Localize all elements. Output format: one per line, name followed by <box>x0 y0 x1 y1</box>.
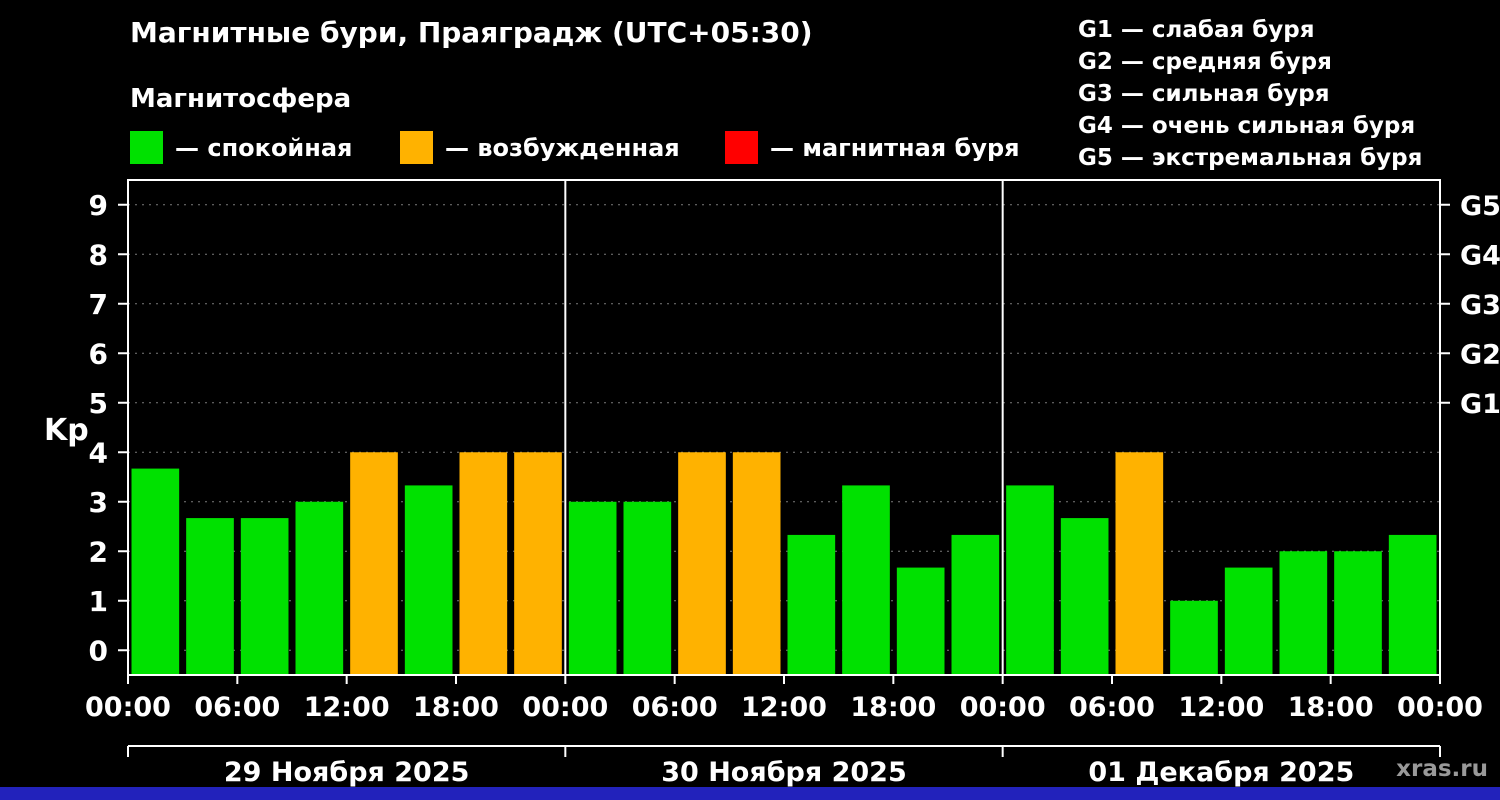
plot-frame <box>127 179 1441 676</box>
quiet-color-swatch <box>130 131 163 164</box>
y-tick-label: 3 <box>89 486 108 519</box>
storm-color-swatch <box>725 131 758 164</box>
kp-bar <box>404 485 453 674</box>
footer-strip <box>0 787 1500 800</box>
g-tick-label: G4 <box>1460 240 1500 271</box>
date-label: 29 Ноября 2025 <box>224 757 470 788</box>
x-tick-label: 00:00 <box>1397 692 1483 723</box>
kp-bar <box>131 468 180 674</box>
g-tick-label: G2 <box>1460 339 1500 370</box>
kp-bar <box>295 501 344 674</box>
y-tick-label: 7 <box>89 288 108 321</box>
g-tick-label: G1 <box>1460 389 1500 420</box>
x-tick-label: 12:00 <box>304 692 390 723</box>
kp-bar <box>1170 600 1218 674</box>
kp-bar <box>951 534 1000 674</box>
g5-legend-line: G5 — экстремальная буря <box>1078 145 1423 171</box>
y-tick-label: 8 <box>89 238 108 271</box>
excited-color-swatch <box>400 131 433 164</box>
y-tick-label: 0 <box>89 634 108 667</box>
kp-bar <box>623 501 672 674</box>
kp-bar <box>1279 551 1328 674</box>
legend-item-quiet: — спокойная <box>130 131 352 164</box>
y-tick-label: 4 <box>89 436 108 469</box>
x-tick-label: 06:00 <box>194 692 280 723</box>
legend-item-excited: — возбужденная <box>400 131 680 164</box>
y-tick-label: 6 <box>89 337 108 370</box>
g2-legend-line: G2 — средняя буря <box>1078 49 1332 75</box>
kp-bar <box>568 501 617 674</box>
kp-bar <box>896 567 945 674</box>
g-tick-label: G5 <box>1460 191 1500 222</box>
magnetosphere-label: Магнитосфера <box>130 84 352 114</box>
xras-watermark: xras.ru <box>1396 756 1488 782</box>
kp-bar <box>1060 518 1109 674</box>
x-tick-label: 00:00 <box>85 692 171 723</box>
legend-label-excited: — возбужденная <box>445 133 680 162</box>
kp-bar <box>787 534 836 674</box>
kp-bar <box>1115 452 1164 674</box>
x-tick-label: 12:00 <box>1178 692 1264 723</box>
kp-bar <box>240 518 289 674</box>
x-tick-label: 18:00 <box>1288 692 1374 723</box>
kp-bar <box>732 452 781 674</box>
x-tick-label: 06:00 <box>1069 692 1155 723</box>
date-label: 01 Декабря 2025 <box>1088 757 1354 788</box>
kp-bar <box>1006 485 1054 674</box>
g-tick-label: G3 <box>1460 290 1500 321</box>
g4-legend-line: G4 — очень сильная буря <box>1078 113 1416 139</box>
kp-bar <box>842 485 890 674</box>
kp-bar <box>1388 534 1437 674</box>
x-tick-label: 18:00 <box>413 692 499 723</box>
x-tick-label: 12:00 <box>741 692 827 723</box>
legend-item-storm: — магнитная буря <box>725 131 1020 164</box>
legend-label-storm: — магнитная буря <box>770 133 1020 162</box>
y-tick-label: 1 <box>89 585 108 618</box>
y-tick-label: 2 <box>89 535 108 568</box>
kp-bar <box>186 518 234 674</box>
kp-bar <box>514 452 562 674</box>
kp-bar <box>350 452 398 674</box>
kp-bar <box>678 452 726 674</box>
g3-legend-line: G3 — сильная буря <box>1078 81 1330 107</box>
legend-label-quiet: — спокойная <box>175 133 353 162</box>
page-title: Магнитные бури, Праяградж (UTC+05:30) <box>130 16 813 49</box>
date-label: 30 Ноября 2025 <box>661 757 907 788</box>
y-tick-label: 9 <box>89 189 108 222</box>
kp-bar <box>1334 551 1382 674</box>
kp-bar <box>1224 567 1273 674</box>
kp-bar <box>459 452 508 674</box>
x-tick-label: 18:00 <box>850 692 936 723</box>
g-scale-legend: G1 — слабая буря G2 — средняя буря G3 — … <box>1078 14 1422 174</box>
kp-axis-label: Kp <box>44 413 89 448</box>
x-tick-label: 00:00 <box>522 692 608 723</box>
y-tick-label: 5 <box>89 387 108 420</box>
x-tick-label: 06:00 <box>632 692 718 723</box>
x-tick-label: 00:00 <box>960 692 1046 723</box>
g1-legend-line: G1 — слабая буря <box>1078 17 1315 43</box>
